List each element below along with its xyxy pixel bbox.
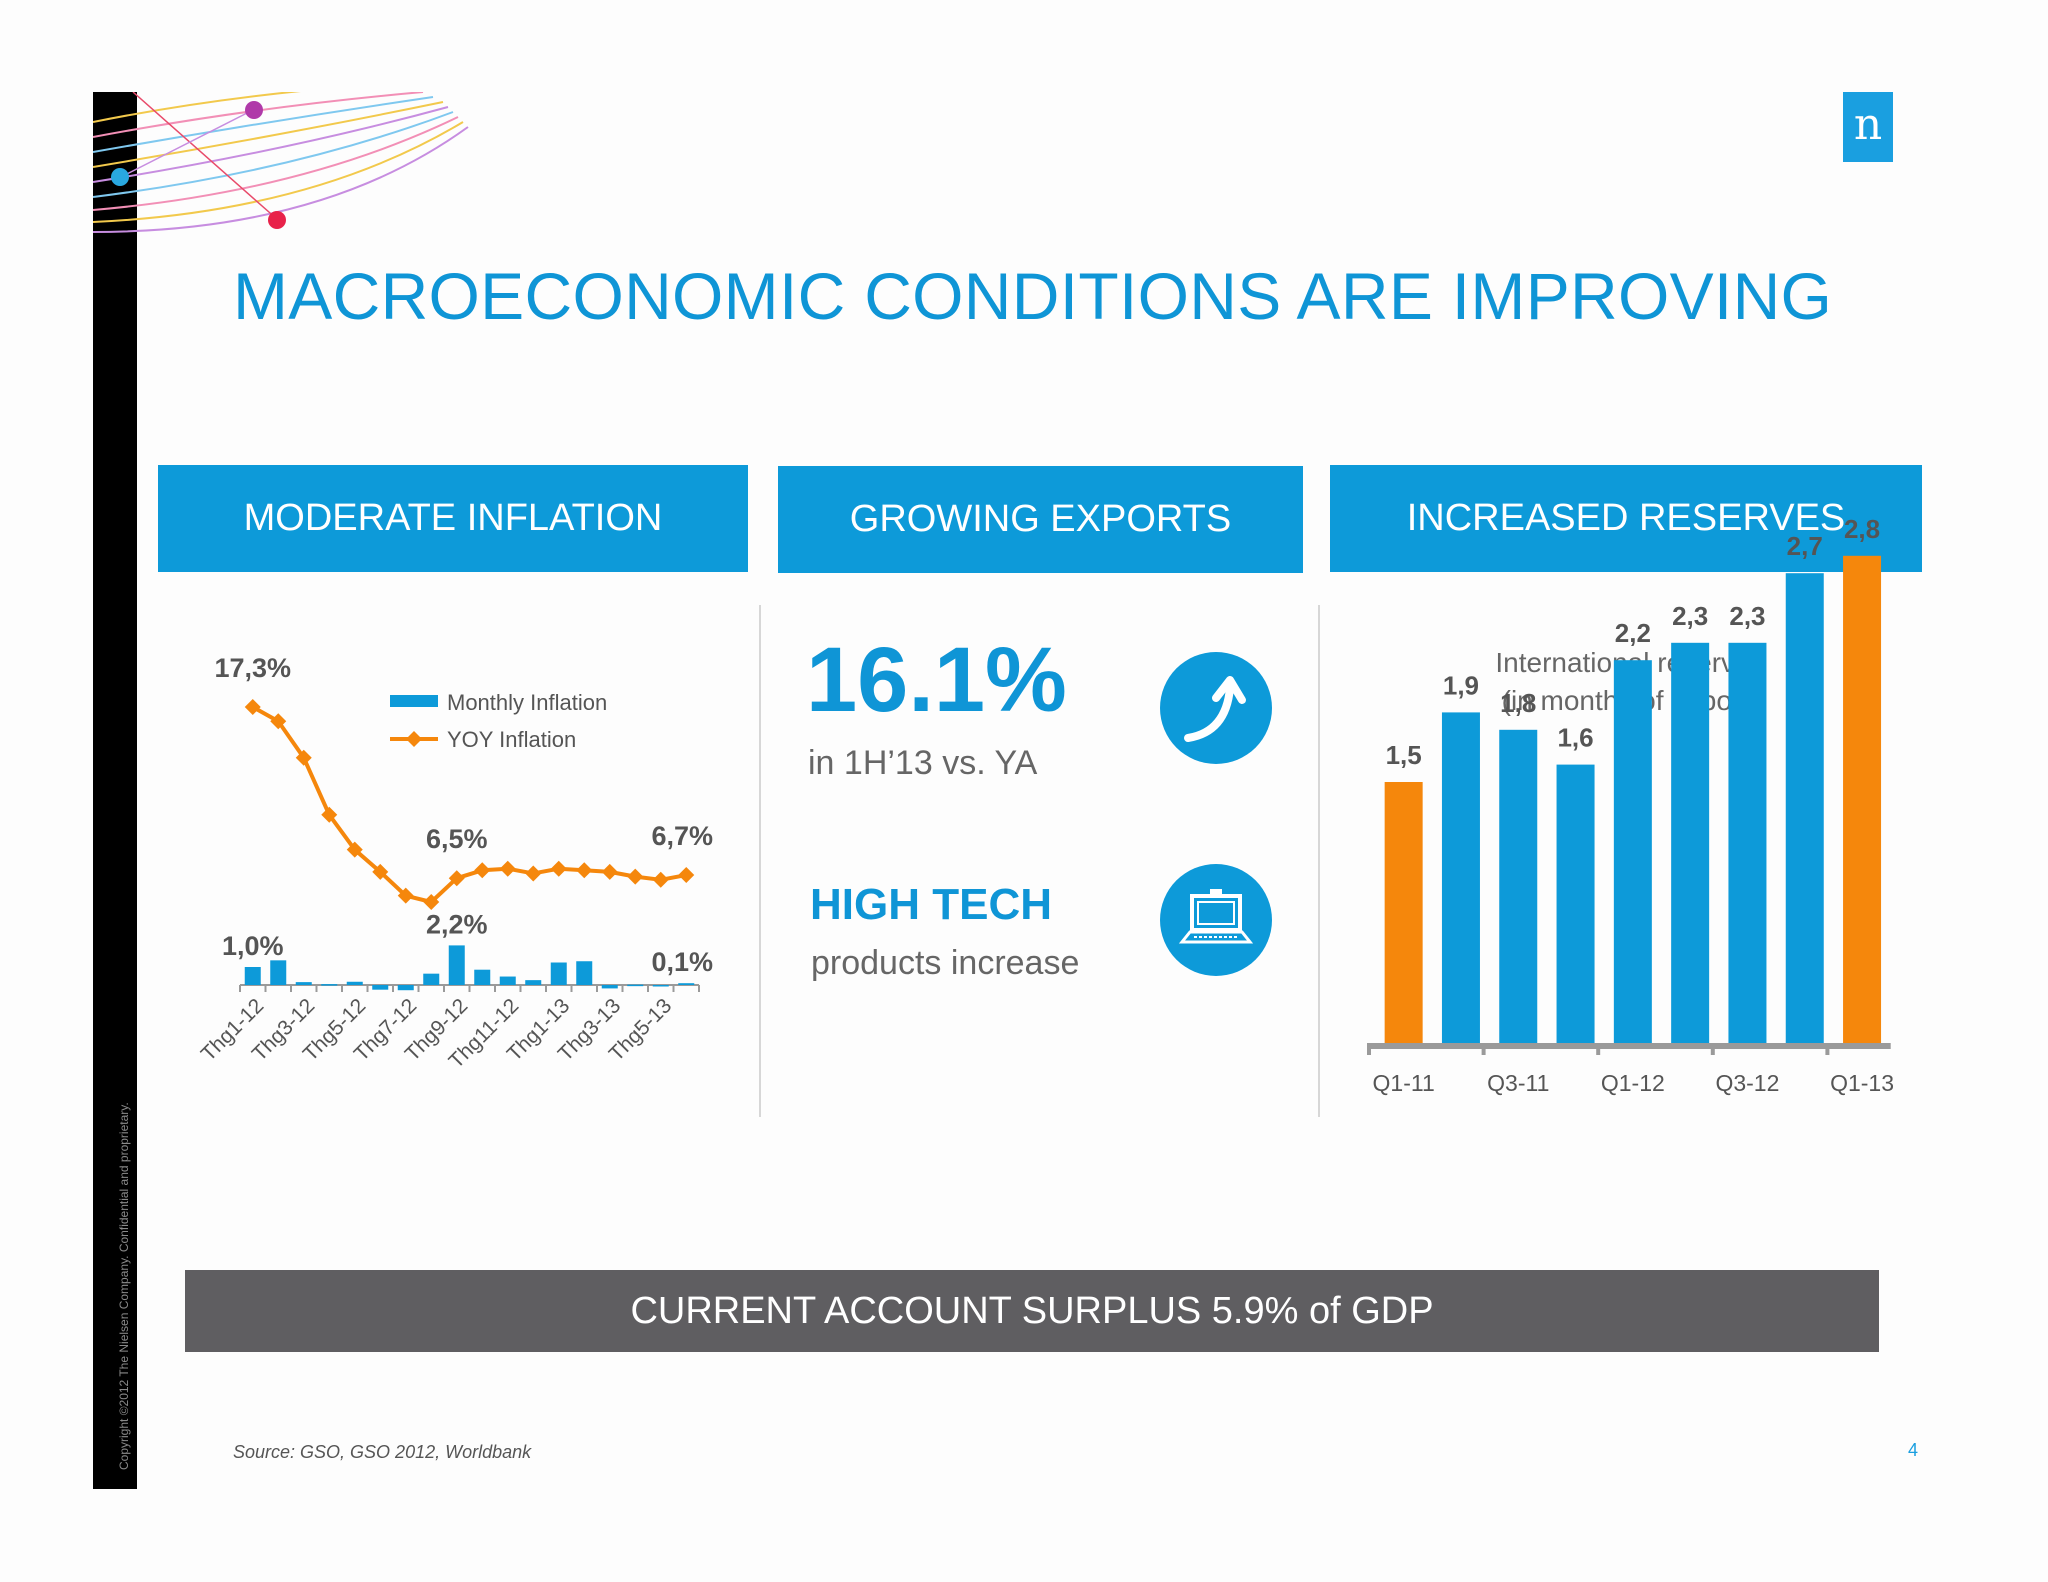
arrow-up-icon xyxy=(1160,652,1272,764)
reserves-bar xyxy=(1613,660,1652,1043)
monthly-inflation-bar xyxy=(270,960,287,985)
x-tick-label: Q1-13 xyxy=(1830,1070,1894,1096)
monthly-inflation-bar xyxy=(576,961,593,985)
yoy-inflation-point xyxy=(346,841,363,858)
yoy-inflation-point xyxy=(423,894,440,910)
legend-swatch-yoy-marker xyxy=(406,731,422,747)
header-growing-exports: GROWING EXPORTS xyxy=(778,466,1303,573)
laptop-icon xyxy=(1160,864,1272,976)
monthly-inflation-bar xyxy=(448,945,465,985)
monthly-inflation-bar xyxy=(372,985,389,990)
reserves-value-label: 1,9 xyxy=(1443,670,1479,700)
reserves-bar xyxy=(1441,712,1480,1043)
reserves-bar xyxy=(1499,729,1538,1043)
reserves-bar xyxy=(1843,555,1882,1043)
reserves-bar xyxy=(1384,782,1423,1043)
monthly-inflation-bar xyxy=(423,973,440,985)
x-tick-label: Q1-11 xyxy=(1373,1070,1435,1096)
hightech-heading: HIGH TECH xyxy=(810,880,1052,929)
yoy-inflation-point xyxy=(550,860,567,877)
yoy-inflation-point xyxy=(525,865,542,882)
reserves-value-label: 1,8 xyxy=(1500,688,1536,718)
header-moderate-inflation: MODERATE INFLATION xyxy=(158,465,748,572)
monthly-inflation-bar xyxy=(321,984,338,986)
reserves-value-label: 2,7 xyxy=(1787,531,1823,561)
reserves-bar xyxy=(1671,642,1710,1043)
monthly-inflation-bar xyxy=(525,980,542,985)
column-divider xyxy=(1318,605,1320,1117)
hightech-subtext: products increase xyxy=(811,944,1080,982)
yoy-inflation-point xyxy=(678,867,695,884)
inflation-data-label: 6,7% xyxy=(651,821,713,851)
reserves-value-label: 2,2 xyxy=(1615,618,1651,648)
page-title: MACROECONOMIC CONDITIONS ARE IMPROVING xyxy=(233,259,1833,333)
yoy-inflation-point xyxy=(499,860,516,877)
yoy-inflation-point xyxy=(627,868,644,885)
page-number: 4 xyxy=(1908,1440,1919,1460)
x-tick-label: Q1-12 xyxy=(1601,1070,1665,1096)
inflation-chart: 17,3%6,5% 6,7%1,0%2,2%0,1%Thg1-12Thg3-12T… xyxy=(197,653,713,1073)
reserves-value-label: 2,3 xyxy=(1672,601,1708,631)
source-note: Source: GSO, GSO 2012, Worldbank xyxy=(233,1442,532,1462)
yoy-inflation-point xyxy=(321,806,338,823)
exports-growth-subtext: in 1H’13 vs. YA xyxy=(808,744,1038,782)
inflation-data-label: 1,0% xyxy=(222,931,284,961)
yoy-inflation-point xyxy=(474,862,491,879)
inflation-data-label: 17,3% xyxy=(214,653,291,683)
inflation-data-label: 2,2% xyxy=(426,909,488,939)
nielsen-logo: n xyxy=(1843,92,1893,162)
reserves-bar xyxy=(1785,573,1824,1043)
reserves-value-label: 2,8 xyxy=(1844,514,1880,544)
monthly-inflation-bar xyxy=(346,981,363,985)
yoy-inflation-point xyxy=(576,862,593,879)
yoy-inflation-point xyxy=(270,713,287,730)
inflation-data-label: 6,5% xyxy=(426,824,488,854)
monthly-inflation-bar xyxy=(295,982,312,985)
yoy-inflation-point xyxy=(372,863,389,880)
monthly-inflation-bar xyxy=(678,983,695,985)
reserves-value-label: 2,3 xyxy=(1729,601,1765,631)
x-tick-label: Q3-11 xyxy=(1487,1070,1549,1096)
x-tick-label: Q3-12 xyxy=(1715,1070,1779,1096)
monthly-inflation-bar xyxy=(652,985,669,987)
yoy-inflation-point xyxy=(244,699,261,715)
monthly-inflation-bar xyxy=(499,976,516,985)
yoy-inflation-point xyxy=(448,870,465,887)
yoy-inflation-point xyxy=(652,871,669,888)
yoy-inflation-point xyxy=(295,749,312,766)
copyright-text: Copyright ©2012 The Nielsen Company. Con… xyxy=(117,1102,131,1470)
reserves-chart: 1,5 1,9 1,8 1,6 2,2 2,3 2,3 2,7 2,8 Q1-11 Q3-11 Q1-… xyxy=(1367,514,1894,1096)
reserves-bar xyxy=(1728,642,1767,1043)
reserves-value-label: 1,6 xyxy=(1557,723,1593,753)
reserves-bar xyxy=(1556,764,1595,1043)
current-account-surplus-banner: CURRENT ACCOUNT SURPLUS 5.9% of GDP xyxy=(185,1270,1879,1352)
inflation-legend: Monthly Inflation YOY Inflation xyxy=(390,690,607,752)
monthly-inflation-bar xyxy=(627,984,644,987)
reserves-value-label: 1,5 xyxy=(1386,740,1422,770)
legend-label-monthly: Monthly Inflation xyxy=(447,690,607,715)
monthly-inflation-bar xyxy=(601,985,618,989)
legend-label-yoy: YOY Inflation xyxy=(447,727,576,752)
exports-growth-stat: 16.1% xyxy=(806,629,1067,731)
decorative-swirl xyxy=(93,92,469,233)
inflation-data-label: 0,1% xyxy=(651,947,713,977)
monthly-inflation-bar xyxy=(397,985,414,991)
monthly-inflation-bar xyxy=(474,969,491,985)
yoy-inflation-point xyxy=(601,863,618,880)
legend-swatch-monthly xyxy=(390,695,438,707)
monthly-inflation-bar xyxy=(244,967,261,985)
yoy-inflation-point xyxy=(397,887,414,904)
header-increased-reserves: INCREASED RESERVES xyxy=(1330,465,1922,572)
column-divider xyxy=(759,605,761,1117)
side-bar xyxy=(93,92,137,1489)
monthly-inflation-bar xyxy=(550,962,567,985)
